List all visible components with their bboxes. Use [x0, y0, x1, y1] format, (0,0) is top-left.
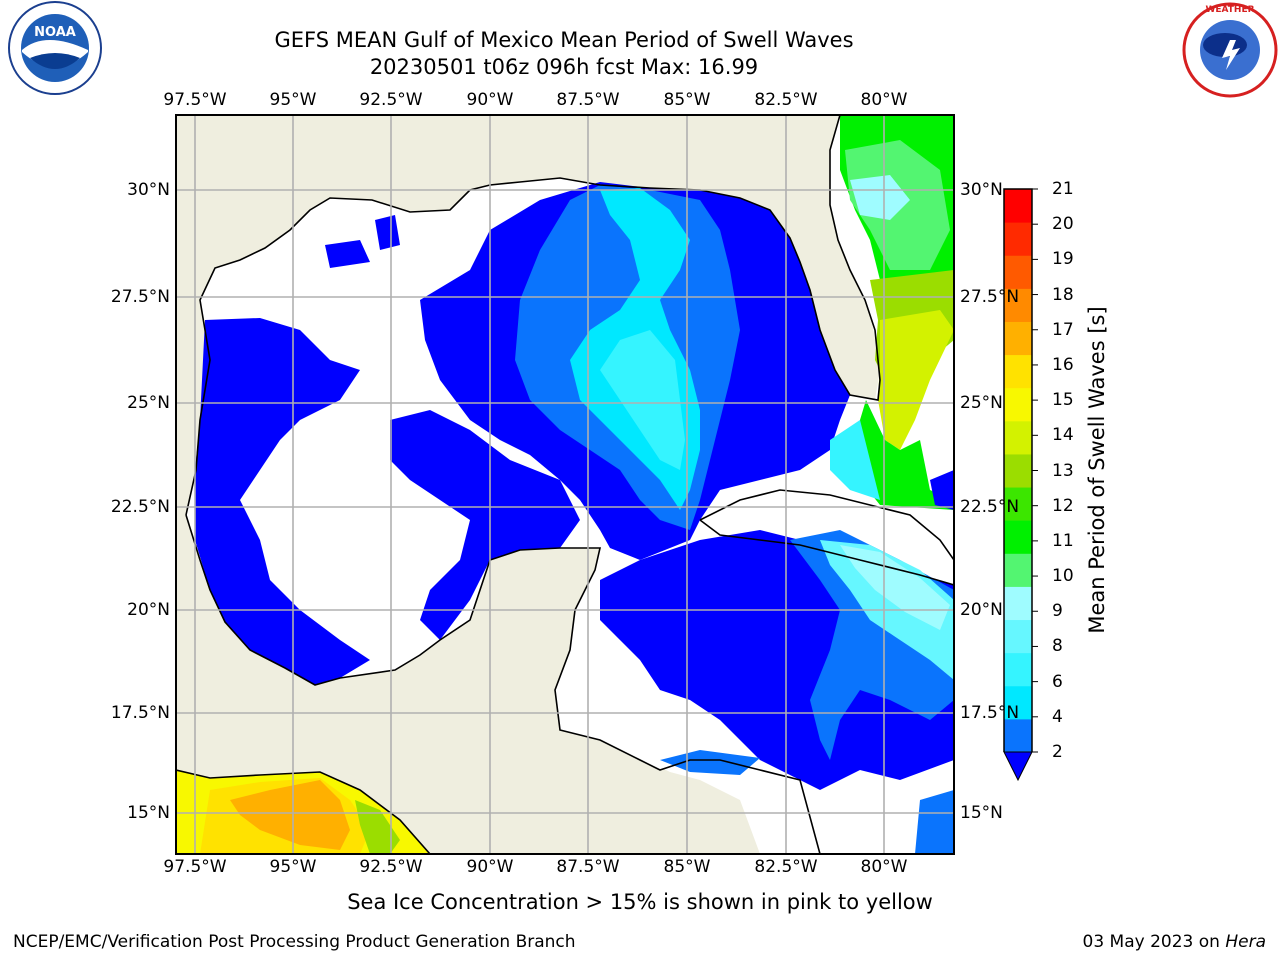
- swell-caribbean-south: [660, 750, 760, 775]
- colorbar-tick-label: 8: [1052, 636, 1063, 657]
- graticule: [176, 115, 954, 854]
- colorbar-tick-label: 9: [1052, 601, 1063, 622]
- lat-tick-right: 22.5°N: [960, 497, 1020, 517]
- noaa-logo-text: NOAA: [34, 25, 76, 40]
- lat-tick-left: 20°N: [127, 600, 170, 620]
- colorbar-tick-label: 20: [1052, 214, 1074, 235]
- map-title: GEFS MEAN Gulf of Mexico Mean Period of …: [274, 28, 854, 52]
- colorbar-bin: [1004, 718, 1032, 753]
- lon-tick-top: 82.5°W: [754, 90, 818, 110]
- colorbar-tick-label: 14: [1052, 425, 1074, 446]
- lat-tick-right: 30°N: [960, 180, 1003, 200]
- footer-machine: Hera: [1225, 932, 1266, 952]
- swell-band-west: [195, 318, 370, 685]
- swell-straits-cyan: [830, 420, 880, 500]
- lon-tick-bottom: 80°W: [860, 857, 908, 877]
- lon-tick-bottom: 92.5°W: [359, 857, 423, 877]
- lat-tick-right: 20°N: [960, 600, 1003, 620]
- lon-tick-top: 90°W: [466, 90, 514, 110]
- swell-caribbean-lightcyan: [840, 545, 950, 630]
- footer-credit: NCEP/EMC/Verification Post Processing Pr…: [13, 932, 576, 952]
- colorbar-bin: [1004, 453, 1032, 488]
- lon-tick-top: 95°W: [269, 90, 317, 110]
- lon-tick-bottom: 85°W: [663, 857, 711, 877]
- colorbar-bin: [1004, 222, 1032, 256]
- coastlines: [176, 115, 954, 854]
- colorbar-tick-label: 4: [1052, 706, 1063, 727]
- swell-atlantic-yellow: [878, 310, 954, 450]
- sea-ice-note: Sea Ice Concentration > 15% is shown in …: [347, 890, 933, 914]
- lat-tick-right: 27.5°N: [960, 287, 1020, 307]
- svg-text:WEATHER: WEATHER: [1205, 5, 1254, 15]
- lat-tick-right: 25°N: [960, 393, 1003, 413]
- footer-date-text: 03 May 2023 on: [1082, 932, 1226, 952]
- colorbar-tick-label: 16: [1052, 354, 1074, 375]
- colorbar-tick-label: 11: [1052, 530, 1074, 551]
- lon-tick-top: 97.5°W: [163, 90, 227, 110]
- swell-pacific-se: [915, 790, 954, 854]
- colorbar-tick-label: 15: [1052, 390, 1074, 411]
- swell-atlantic-pale: [850, 175, 910, 220]
- colorbar-bin: [1004, 619, 1032, 654]
- colorbar-tick-label: 6: [1052, 671, 1063, 692]
- colorbar-bin: [1004, 685, 1032, 720]
- colorbar-tick-label: 10: [1052, 566, 1074, 587]
- lon-tick-bottom: 82.5°W: [754, 857, 818, 877]
- swell-straits: [850, 400, 954, 510]
- lon-tick-top: 80°W: [860, 90, 908, 110]
- lat-tick-left: 30°N: [127, 180, 170, 200]
- lat-tick-left: 27.5°N: [110, 287, 170, 307]
- colorbar-bin: [1004, 487, 1032, 521]
- colorbar-tick-label: 19: [1052, 249, 1074, 270]
- lon-tick-bottom: 90°W: [466, 857, 514, 877]
- lat-tick-left: 17.5°N: [110, 703, 170, 723]
- colorbar-bin: [1004, 586, 1032, 621]
- lat-tick-left: 22.5°N: [110, 497, 170, 517]
- map-area: [176, 115, 954, 854]
- colorbar-bin: [1004, 189, 1032, 223]
- lat-tick-left: 15°N: [127, 803, 170, 823]
- colorbar-tick-label: 12: [1052, 495, 1074, 516]
- map-subtitle: 20230501 t06z 096h fcst Max: 16.99: [369, 55, 759, 79]
- map-frame: [175, 114, 955, 855]
- colorbar-bin: [1004, 321, 1032, 356]
- lon-tick-top: 87.5°W: [556, 90, 620, 110]
- colorbar-label: Mean Period of Swell Waves [s]: [1085, 306, 1109, 634]
- lon-tick-top: 92.5°W: [359, 90, 423, 110]
- colorbar-tick-label: 18: [1052, 284, 1074, 305]
- colorbar-bin: [1004, 354, 1032, 389]
- colorbar-tick-label: 21: [1052, 179, 1074, 199]
- colorbar-tick-label: 13: [1052, 460, 1074, 481]
- colorbar-tick-label: 17: [1052, 319, 1074, 340]
- colorbar-bin: [1004, 553, 1032, 587]
- lat-tick-right: 15°N: [960, 803, 1003, 823]
- lon-tick-bottom: 97.5°W: [163, 857, 227, 877]
- colorbar-tick-label: 2: [1052, 742, 1063, 762]
- swell-band-north2: [375, 215, 400, 250]
- colorbar-bin: [1004, 288, 1032, 322]
- lon-tick-top: 85°W: [663, 90, 711, 110]
- noaa-logo: NOAA: [8, 1, 102, 95]
- lon-tick-bottom: 87.5°W: [556, 857, 620, 877]
- colorbar-bin: [1004, 520, 1032, 554]
- swell-band-north: [325, 240, 370, 268]
- colorbar-extend-min: [1003, 751, 1033, 782]
- footer-date: 03 May 2023 on Hera: [1083, 932, 1267, 952]
- lat-tick-right: 17.5°N: [960, 703, 1020, 723]
- colorbar-bin: [1004, 420, 1032, 455]
- lon-tick-bottom: 95°W: [269, 857, 317, 877]
- colorbar: [1003, 188, 1038, 782]
- swell-pacific-orange: [230, 780, 350, 850]
- colorbar-bin: [1004, 255, 1032, 289]
- lat-tick-left: 25°N: [127, 393, 170, 413]
- swell-band-central: [390, 410, 580, 640]
- nws-logo: WEATHER: [1182, 2, 1278, 98]
- colorbar-bin: [1004, 652, 1032, 687]
- swell-cyan2-gulf: [600, 330, 685, 470]
- swell-east-blue: [930, 470, 954, 510]
- colorbar-bin: [1004, 387, 1032, 422]
